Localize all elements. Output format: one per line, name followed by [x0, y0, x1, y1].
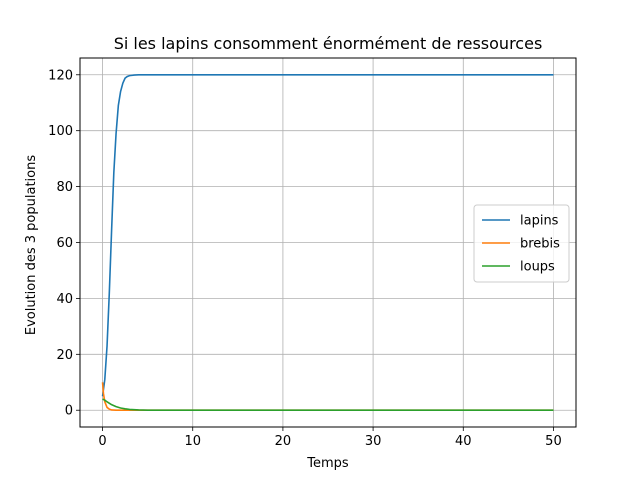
- legend-label-brebis: brebis: [520, 237, 560, 252]
- y-axis-ticks: 0 20 40 60 80 100 120: [48, 68, 80, 419]
- y-tick-label: 40: [56, 292, 73, 307]
- y-tick-label: 100: [48, 124, 73, 139]
- x-tick-label: 10: [184, 434, 201, 449]
- series-layer: [101, 73, 554, 412]
- x-axis-label: Temps: [306, 456, 349, 471]
- legend: lapins brebis loups: [473, 204, 570, 283]
- x-tick-label: 30: [365, 434, 382, 449]
- x-tick-label: 50: [545, 434, 562, 449]
- legend-box: [473, 204, 570, 283]
- y-tick-label: 60: [56, 236, 73, 251]
- x-tick-label: 0: [98, 434, 106, 449]
- chart-title: Si les lapins consomment énormément de r…: [114, 34, 543, 53]
- series-line-brebis: [101, 382, 554, 412]
- legend-label-loups: loups: [520, 260, 555, 275]
- y-axis-label: Evolution des 3 populations: [24, 155, 39, 335]
- y-tick-label: 120: [48, 68, 73, 83]
- legend-label-lapins: lapins: [520, 214, 559, 229]
- x-axis-ticks: 0 10 20 30 40 50: [98, 427, 562, 449]
- x-tick-label: 20: [275, 434, 292, 449]
- x-tick-label: 40: [455, 434, 472, 449]
- y-tick-label: 20: [56, 348, 73, 363]
- y-tick-label: 0: [65, 404, 73, 419]
- y-tick-label: 80: [56, 180, 73, 195]
- series-line-loups: [102, 398, 554, 412]
- series-line-lapins: [101, 73, 554, 397]
